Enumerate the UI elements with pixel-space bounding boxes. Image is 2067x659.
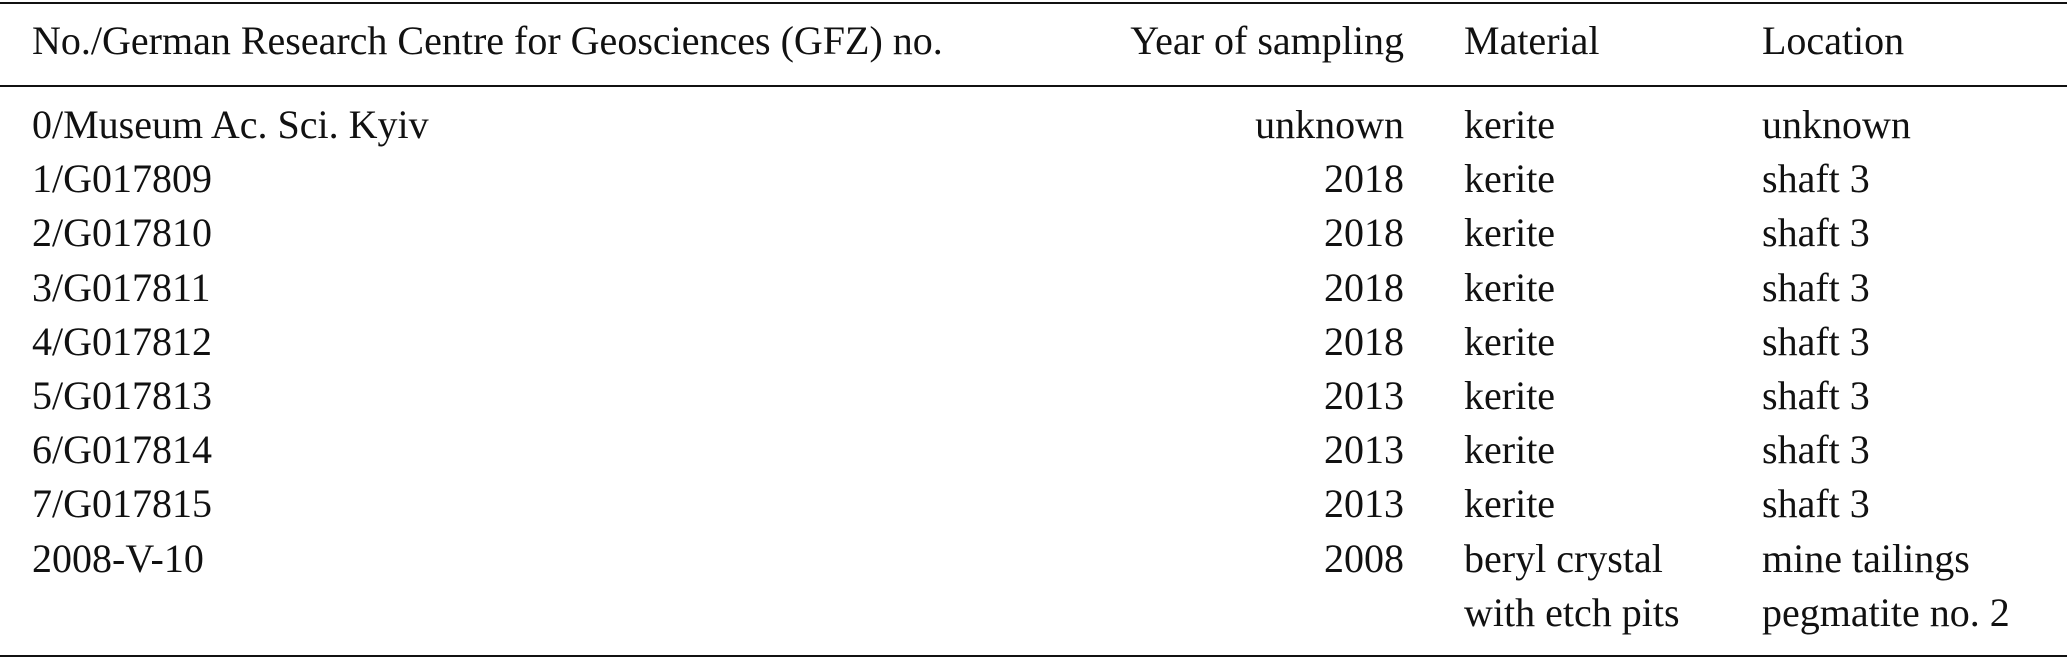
table-cell: unknown: [1255, 102, 1404, 147]
table-cell: 2013: [1324, 373, 1404, 418]
table-cell: 2008-V-10: [32, 535, 204, 581]
table-cell: beryl crystal: [1464, 535, 1663, 581]
top-rule: [0, 2, 2067, 4]
table-cell: 3/G017811: [32, 264, 211, 310]
table-cell: kerite: [1464, 373, 1556, 418]
table-cell: kerite: [1464, 318, 1556, 364]
table-cell: with etch pits: [1464, 589, 1680, 635]
table-cell: kerite: [1464, 102, 1556, 147]
bottom-rule: [0, 655, 2067, 657]
table-cell: shaft 3: [1762, 318, 1870, 364]
table-cell: 2018: [1324, 264, 1404, 310]
table-cell: 2013: [1324, 427, 1404, 473]
table-cell: shaft 3: [1762, 264, 1870, 310]
header-cell: No./German Research Centre for Geoscienc…: [32, 18, 943, 63]
table-cell: kerite: [1464, 427, 1556, 473]
header-cell: Year of sampling: [1130, 18, 1404, 63]
table-cell: 7/G017815: [32, 481, 212, 527]
table-cell: mine tailings: [1762, 535, 1970, 581]
table-cell: 2/G017810: [32, 210, 212, 256]
table-cell: unknown: [1762, 102, 1911, 147]
table-cell: kerite: [1464, 210, 1556, 256]
table-cell: 4/G017812: [32, 318, 212, 364]
table-cell: shaft 3: [1762, 210, 1870, 256]
header-cell: Material: [1464, 18, 1600, 63]
table-cell: 2013: [1324, 481, 1404, 527]
table-cell: kerite: [1464, 156, 1556, 202]
table-cell: 2018: [1324, 210, 1404, 256]
table-cell: 1/G017809: [32, 156, 212, 202]
table-cell: 0/Museum Ac. Sci. Kyiv: [32, 102, 429, 147]
table-cell: 2008: [1324, 535, 1404, 581]
table-cell: shaft 3: [1762, 481, 1870, 527]
table-cell: kerite: [1464, 264, 1556, 310]
table-cell: shaft 3: [1762, 427, 1870, 473]
table-cell: 5/G017813: [32, 373, 212, 418]
table-cell: 2018: [1324, 318, 1404, 364]
header-cell: Location: [1762, 18, 1905, 63]
table-cell: kerite: [1464, 481, 1556, 527]
table-cell: 2018: [1324, 156, 1404, 202]
table-cell: pegmatite no. 2: [1762, 589, 2010, 635]
table-cell: shaft 3: [1762, 156, 1870, 202]
table-cell: shaft 3: [1762, 373, 1870, 418]
table-cell: 6/G017814: [32, 427, 212, 473]
header-rule: [0, 85, 2067, 87]
